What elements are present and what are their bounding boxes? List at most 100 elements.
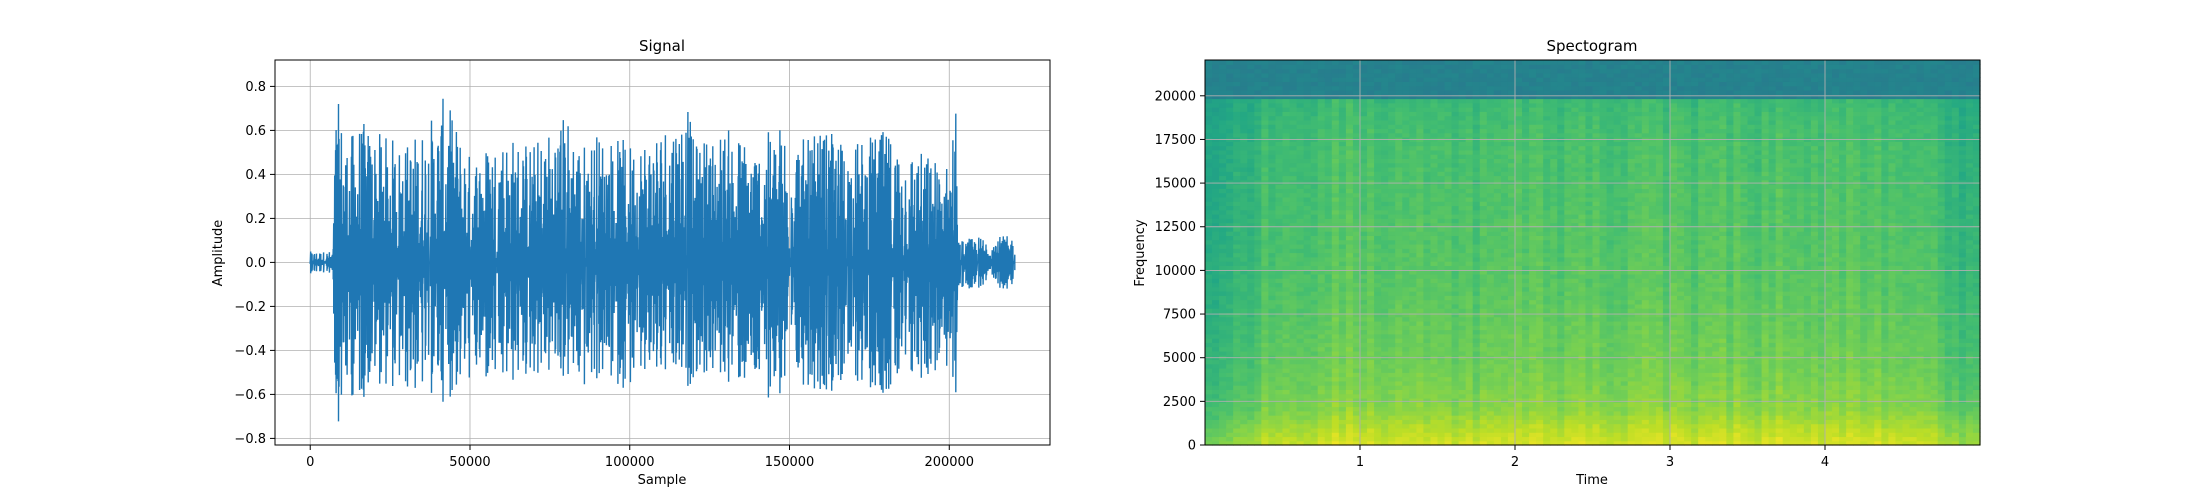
spectrogram-cell	[1310, 154, 1319, 159]
spectrogram-cell	[1444, 162, 1453, 168]
spectrogram-cell	[1529, 239, 1537, 245]
spectrogram-cell	[1395, 436, 1403, 442]
spectrogram-cell	[1543, 338, 1551, 343]
spectrogram-cell	[1310, 222, 1319, 228]
spectrogram-cell	[1212, 406, 1220, 412]
spectrogram-cell	[1578, 175, 1587, 181]
spectrogram-cell	[1543, 389, 1551, 395]
spectrogram-cell	[1338, 346, 1347, 352]
spectrogram-cell	[1310, 77, 1319, 82]
spectrogram-cell	[1486, 218, 1495, 224]
spectrogram-cell	[1458, 201, 1467, 207]
spectrogram-cell	[1275, 410, 1284, 416]
spectrogram-cell	[1374, 303, 1382, 309]
spectrogram-cell	[1536, 81, 1544, 87]
spectrogram-cell	[1529, 60, 1537, 65]
spectrogram-cell	[1493, 436, 1502, 442]
spectrogram-cell	[1219, 132, 1227, 138]
spectrogram-cell	[1296, 261, 1305, 266]
spectrogram-cell	[1416, 179, 1425, 185]
spectrogram-cell	[1493, 81, 1502, 87]
spectrogram-cell	[1543, 154, 1551, 159]
spectrogram-cell	[1536, 402, 1544, 408]
spectrogram-cell	[1310, 278, 1319, 284]
spectrogram-cell	[1493, 179, 1502, 185]
spectrogram-cell	[1402, 111, 1410, 117]
spectrogram-cell	[1338, 406, 1347, 412]
spectrogram-cell	[1416, 231, 1425, 236]
spectrogram-cell	[1324, 201, 1333, 207]
spectrogram-cell	[1522, 89, 1530, 95]
spectrogram-cell	[1395, 89, 1403, 95]
spectrogram-cell	[1219, 419, 1227, 425]
spectrogram-cell	[1585, 184, 1594, 189]
spectrogram-cell	[1557, 427, 1565, 433]
spectrogram-cell	[1522, 214, 1530, 219]
spectrogram-cell	[1352, 94, 1361, 100]
spectrogram-cell	[1522, 222, 1530, 228]
spectrogram-cell	[1416, 68, 1425, 74]
spectrogram-cell	[1395, 226, 1403, 232]
spectrogram-cell	[1451, 415, 1460, 420]
spectrogram-cell	[1451, 218, 1460, 224]
spectrogram-cell	[1430, 282, 1439, 288]
spectrogram-cell	[1289, 342, 1298, 348]
spectrogram-cell	[1585, 119, 1594, 125]
spectrogram-cell	[1486, 145, 1495, 151]
spectrogram-cell	[1240, 107, 1248, 112]
spectrogram-cell	[1543, 68, 1551, 74]
spectrogram-cell	[1493, 209, 1502, 215]
spectrogram-cell	[1268, 385, 1277, 390]
spectrogram-cell	[1317, 406, 1326, 412]
spectrogram-cell	[1261, 329, 1270, 335]
spectrogram-cell	[1522, 72, 1530, 78]
spectrogram-cell	[1571, 325, 1580, 331]
spectrogram-cell	[1352, 124, 1361, 130]
spectrogram-cell	[1465, 436, 1474, 442]
spectrogram-cell	[1268, 393, 1277, 399]
spectrogram-cell	[1268, 342, 1277, 348]
spectrogram-cell	[1585, 261, 1594, 266]
spectrogram-cell	[1205, 423, 1213, 429]
spectrogram-cell	[1345, 218, 1354, 224]
spectrogram-cell	[1564, 389, 1572, 395]
spectrogram-cell	[1529, 346, 1537, 352]
spectrogram-cell	[1444, 68, 1453, 74]
spectrogram-cell	[1324, 363, 1333, 369]
spectrogram-cell	[1345, 256, 1354, 262]
spectrogram-cell	[1205, 128, 1213, 134]
spectrogram-cell	[1282, 350, 1291, 356]
spectrogram-cell	[1536, 162, 1544, 168]
spectrogram-cell	[1205, 325, 1213, 331]
spectrogram-cell	[1402, 188, 1410, 194]
spectrogram-cell	[1381, 94, 1389, 100]
spectrogram-cell	[1585, 393, 1594, 399]
spectrogram-cell	[1430, 64, 1439, 70]
spectrogram-cell	[1254, 410, 1262, 416]
spectrogram-cell	[1324, 205, 1333, 211]
spectrogram-cell	[1451, 316, 1460, 322]
spectrogram-cell	[1360, 119, 1368, 125]
spectrogram-cell	[1212, 60, 1220, 65]
spectrogram-cell	[1367, 239, 1375, 245]
spectrogram-cell	[1247, 141, 1255, 147]
spectrogram-cell	[1529, 265, 1537, 271]
spectrogram-cell	[1543, 393, 1551, 399]
spectrogram-cell	[1381, 286, 1389, 292]
spectrogram-cell	[1437, 205, 1446, 211]
spectrogram-cell	[1388, 64, 1396, 70]
spectrogram-cell	[1564, 98, 1572, 104]
spectrogram-cell	[1268, 338, 1277, 343]
spectrogram-cell	[1493, 397, 1502, 403]
spectrogram-cell	[1416, 291, 1425, 296]
spectrogram-cell	[1289, 124, 1298, 130]
spectrogram-cell	[1317, 205, 1326, 211]
spectrogram-cell	[1275, 273, 1284, 279]
spectrogram-cell	[1564, 175, 1572, 181]
spectrogram-cell	[1557, 269, 1565, 275]
spectrogram-cell	[1289, 209, 1298, 215]
spectrogram-cell	[1550, 273, 1558, 279]
spectrogram-cell	[1430, 115, 1439, 121]
spectrogram-cell	[1479, 111, 1488, 117]
spectrogram-cell	[1226, 188, 1234, 194]
